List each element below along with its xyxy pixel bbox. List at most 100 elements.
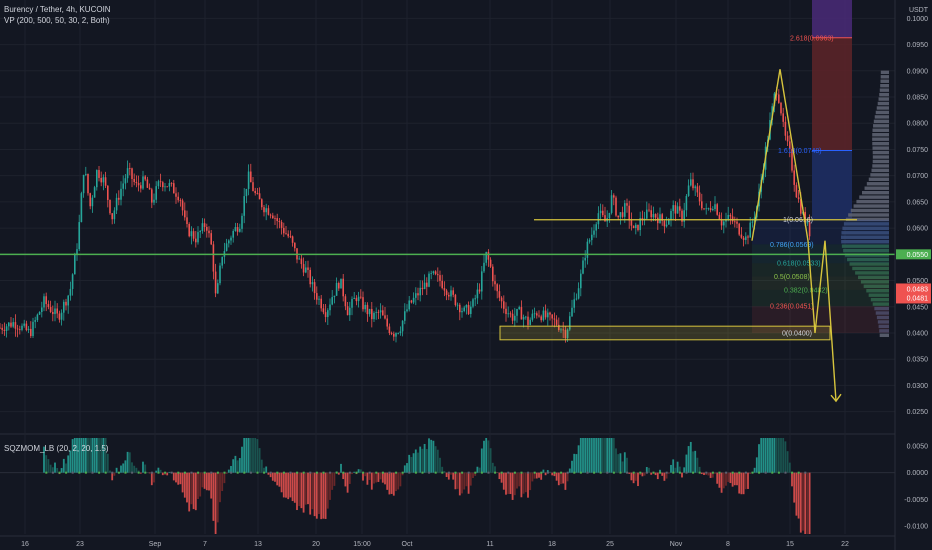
candle-body <box>740 234 743 238</box>
price-tick-label: 0.0850 <box>907 95 929 102</box>
vp-bar <box>875 311 889 315</box>
squeeze-dot <box>230 471 233 474</box>
momentum-bar <box>205 472 208 491</box>
candle-body <box>177 196 179 201</box>
fib-label[interactable]: 1(0.0616) <box>783 217 813 224</box>
momentum-bar <box>428 438 430 473</box>
price-tick-label: 0.0600 <box>907 226 929 233</box>
fib-label[interactable]: 2.618(0.0963) <box>790 35 834 42</box>
momentum-bar <box>529 472 532 491</box>
squeeze-dot <box>381 471 384 474</box>
squeeze-dot <box>395 471 398 474</box>
momentum-bar <box>711 472 714 478</box>
momentum-bar <box>223 472 226 484</box>
candle-body <box>734 221 736 223</box>
fib-label[interactable]: 1.618(0.0748) <box>778 148 822 155</box>
vp-bar <box>864 186 889 190</box>
candle-body <box>613 195 615 198</box>
momentum-bar <box>395 472 397 492</box>
candle-body <box>725 219 727 222</box>
fib-label[interactable]: 0.618(0.0533) <box>777 261 821 268</box>
momentum-bar <box>626 457 628 473</box>
candle-body <box>687 185 690 196</box>
candle-body <box>525 316 527 318</box>
squeeze-dot <box>71 471 74 474</box>
candle-body <box>694 186 696 189</box>
squeeze-dot <box>65 471 68 474</box>
squeeze-dot <box>190 471 193 474</box>
fib-label[interactable]: 0.236(0.0451) <box>770 304 814 311</box>
momentum-bar <box>181 472 184 493</box>
candle-body <box>652 214 655 218</box>
fib-label[interactable]: 0.5(0.0508) <box>774 274 810 281</box>
momentum-bar <box>89 438 92 473</box>
candle-body <box>492 266 494 282</box>
momentum-bar <box>329 472 331 500</box>
candle-body <box>10 322 12 327</box>
candle-body <box>340 278 342 289</box>
squeeze-dot <box>744 471 747 474</box>
squeeze-dot <box>388 471 391 474</box>
drawing-overlays[interactable]: 2.618(0.0963) 1.618(0.0748) 1(0.0616) 0.786… <box>0 35 895 403</box>
momentum-bar <box>390 472 393 494</box>
vp-bar <box>880 84 889 88</box>
momentum-bar <box>392 472 395 496</box>
candle-body <box>313 282 316 294</box>
momentum-bar <box>106 453 109 473</box>
time-axis[interactable]: 16 23 Sep 7 13 20 15:00 Oct 11 18 25 Nov 8 15 22 <box>0 535 895 548</box>
momentum-bar <box>271 472 274 481</box>
candle-body <box>76 249 78 256</box>
candle-body <box>252 182 254 191</box>
candle-body <box>219 265 221 284</box>
support-zone-box[interactable] <box>499 325 831 341</box>
momentum-bar <box>507 472 510 494</box>
candle-body <box>214 271 217 294</box>
candle-body <box>434 271 437 275</box>
momentum-bar <box>667 472 670 474</box>
momentum-bar <box>417 452 419 473</box>
momentum-bar <box>245 438 248 473</box>
vp-bar <box>849 262 889 266</box>
time-tick-label: Nov <box>670 541 683 548</box>
vp-bar <box>873 119 889 124</box>
momentum-bar <box>595 438 598 473</box>
price-axis[interactable]: USDT 0.1000 0.0950 0.0900 0.0850 0.0800 0.0750… <box>894 0 932 550</box>
momentum-bar <box>87 438 89 473</box>
squeeze-dot <box>368 471 371 474</box>
fib-label[interactable]: 0.382(0.0482) <box>784 287 828 294</box>
fib-label[interactable]: 0.786(0.0569) <box>770 242 814 249</box>
candle-body <box>635 224 637 229</box>
candle-body <box>610 195 613 213</box>
candle-body <box>674 205 677 214</box>
arrow-head[interactable] <box>830 393 842 403</box>
vp-bar <box>872 302 889 306</box>
squeeze-dot <box>183 471 186 474</box>
fib-label[interactable]: 0(0.0400) <box>782 330 812 337</box>
momentum-bar <box>533 472 536 479</box>
squeeze-dot <box>269 471 272 474</box>
momentum-bar <box>500 472 503 483</box>
candle-body <box>522 317 525 320</box>
momentum-bar <box>120 465 122 473</box>
momentum-bar <box>403 465 406 473</box>
momentum-bar <box>137 470 140 473</box>
candle-body <box>624 203 626 217</box>
candle-body <box>454 294 457 306</box>
candle-body <box>426 282 428 287</box>
momentum-bar <box>168 471 171 473</box>
zigzag-projection[interactable] <box>751 69 837 402</box>
candle-body <box>164 186 166 188</box>
momentum-bar <box>175 472 177 483</box>
momentum-bar <box>593 438 595 473</box>
squeeze-dot <box>672 471 675 474</box>
candle-body <box>549 312 551 315</box>
momentum-bar <box>203 472 206 489</box>
candle-body <box>540 316 542 321</box>
momentum-bar <box>747 472 749 489</box>
momentum-bar <box>564 472 567 490</box>
candle-body <box>338 282 340 289</box>
momentum-bar <box>637 472 639 487</box>
momentum-bar <box>590 438 593 473</box>
candle-body <box>23 323 25 326</box>
